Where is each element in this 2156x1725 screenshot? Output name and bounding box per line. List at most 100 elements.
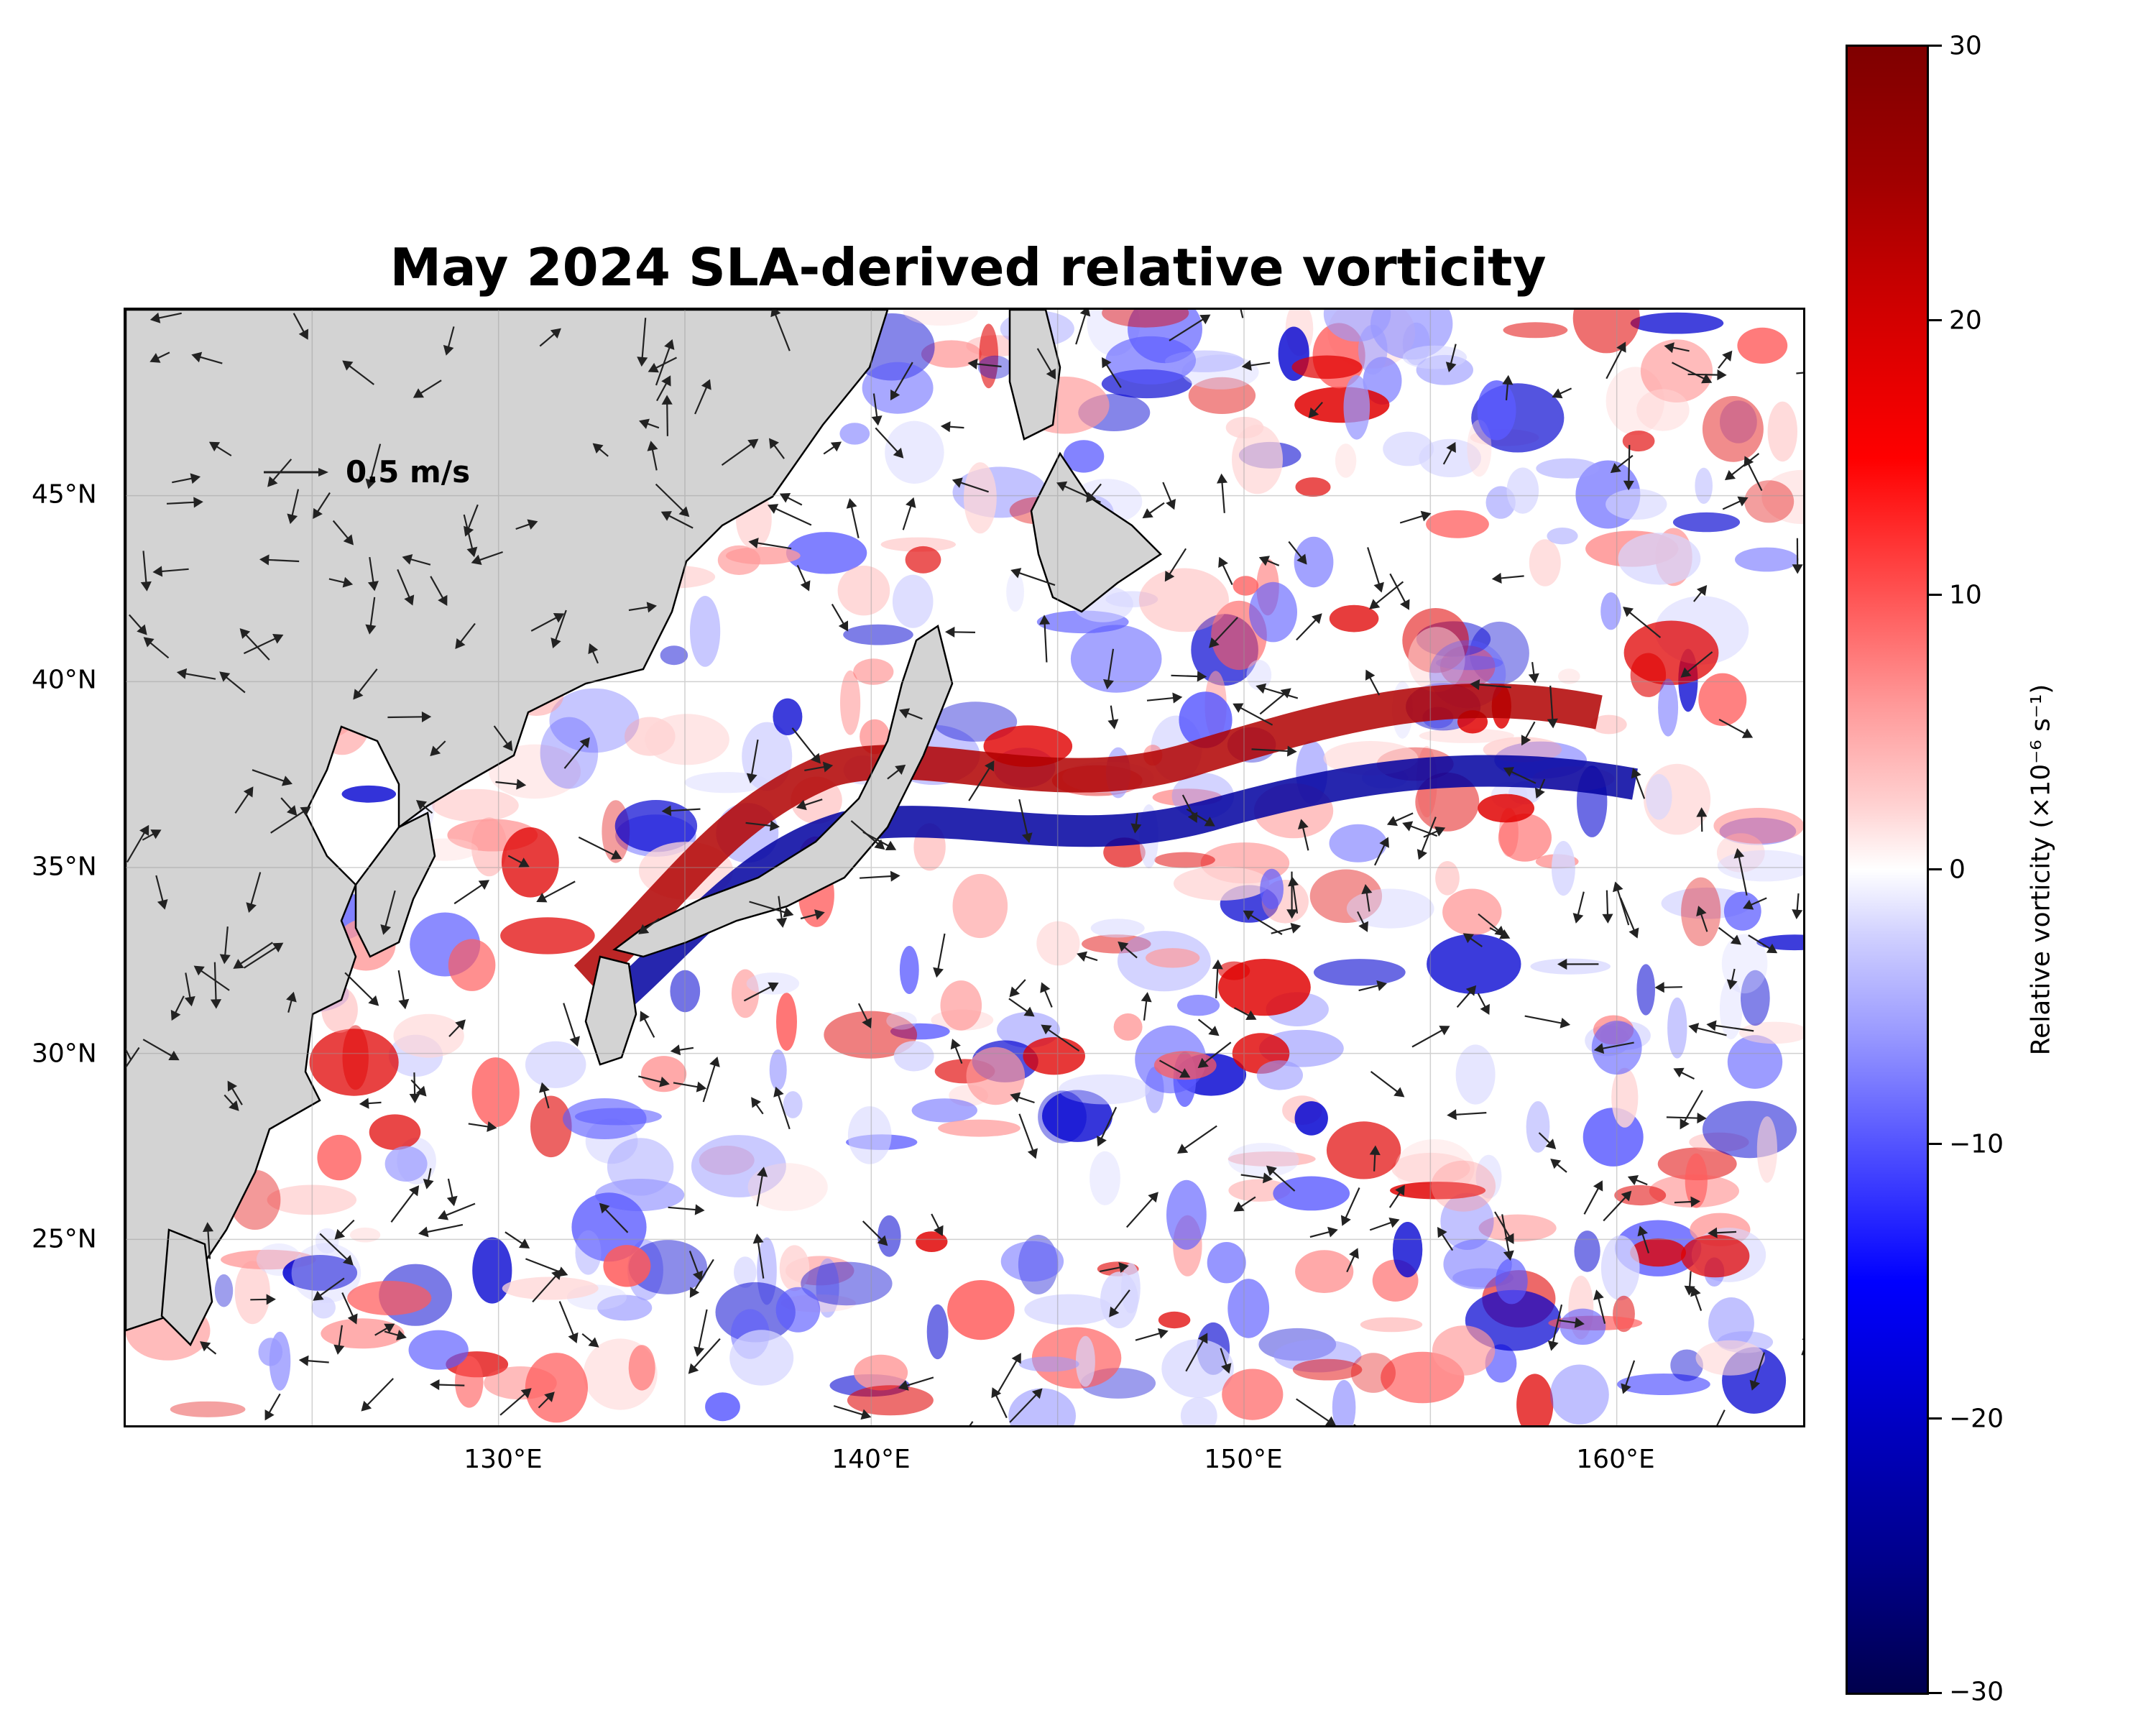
vorticity-blob bbox=[502, 1276, 599, 1300]
velocity-arrow bbox=[1018, 1113, 1038, 1159]
velocity-arrow bbox=[931, 1213, 944, 1236]
velocity-arrow bbox=[328, 576, 354, 588]
velocity-arrow bbox=[1218, 556, 1233, 585]
velocity-arrow bbox=[823, 441, 842, 455]
velocity-arrow bbox=[1186, 808, 1215, 827]
velocity-arrow bbox=[745, 820, 780, 832]
vorticity-blob bbox=[563, 1098, 647, 1139]
vorticity-blob bbox=[839, 423, 870, 445]
vorticity-blob bbox=[854, 1354, 908, 1391]
vorticity-blob bbox=[214, 1274, 234, 1307]
colorbar-tick bbox=[1929, 1417, 1942, 1420]
vorticity-blob bbox=[786, 532, 867, 574]
velocity-arrow bbox=[1369, 1217, 1400, 1231]
velocity-arrow bbox=[224, 1094, 239, 1111]
velocity-arrow bbox=[1162, 482, 1176, 510]
velocity-arrow bbox=[1386, 812, 1414, 827]
velocity-arrow bbox=[1673, 1067, 1695, 1080]
velocity-arrow bbox=[1370, 1071, 1405, 1098]
vorticity-blob bbox=[1667, 997, 1687, 1059]
velocity-arrow bbox=[640, 1011, 655, 1038]
velocity-arrow bbox=[857, 1003, 872, 1029]
velocity-arrow bbox=[410, 1079, 427, 1097]
vorticity-blob bbox=[1294, 1101, 1328, 1136]
velocity-arrow bbox=[155, 875, 168, 910]
vorticity-blob bbox=[816, 1258, 839, 1318]
vorticity-blob bbox=[1138, 568, 1229, 632]
velocity-arrow bbox=[1722, 496, 1749, 510]
velocity-arrow bbox=[1100, 1262, 1129, 1273]
velocity-arrow bbox=[1233, 1196, 1256, 1212]
vorticity-blob bbox=[1536, 458, 1600, 479]
vorticity-blob bbox=[1574, 1230, 1600, 1272]
velocity-arrow bbox=[638, 918, 660, 934]
velocity-arrow bbox=[149, 312, 182, 323]
vorticity-blob bbox=[1222, 1368, 1284, 1420]
vorticity-blob bbox=[1426, 510, 1489, 538]
vorticity-blob bbox=[886, 1011, 917, 1030]
vorticity-blob bbox=[899, 946, 919, 994]
vorticity-blob bbox=[940, 980, 982, 1031]
velocity-arrow bbox=[1258, 556, 1280, 566]
velocity-arrow bbox=[438, 1202, 476, 1220]
colorbar-tick bbox=[1929, 594, 1942, 596]
velocity-arrow bbox=[1494, 1211, 1514, 1244]
velocity-arrow bbox=[1792, 893, 1803, 920]
vorticity-blob bbox=[269, 1331, 291, 1391]
velocity-arrow bbox=[443, 326, 455, 356]
velocity-arrow bbox=[507, 855, 530, 868]
velocity-arrow bbox=[578, 836, 622, 860]
vorticity-blob bbox=[1295, 477, 1331, 497]
velocity-arrow bbox=[1185, 1333, 1208, 1372]
colorbar-tick-label: 30 bbox=[1949, 31, 1982, 61]
x-tick-label: 130°E bbox=[464, 1445, 543, 1474]
map-gridlines bbox=[126, 310, 1803, 1425]
velocity-arrow bbox=[1358, 980, 1387, 992]
velocity-arrow bbox=[1708, 1227, 1737, 1238]
velocity-arrow bbox=[1796, 372, 1803, 374]
velocity-arrow bbox=[471, 551, 503, 566]
vorticity-blob bbox=[1530, 958, 1611, 975]
velocity-arrow bbox=[387, 711, 432, 723]
vorticity-blob bbox=[847, 1106, 892, 1164]
velocity-arrow bbox=[250, 1294, 276, 1305]
vorticity-blob bbox=[775, 1287, 821, 1333]
velocity-arrow bbox=[126, 824, 149, 863]
vorticity-blob bbox=[525, 1353, 589, 1423]
velocity-arrow bbox=[1296, 1398, 1336, 1425]
velocity-arrow bbox=[773, 1086, 791, 1130]
velocity-arrow bbox=[668, 1204, 705, 1215]
vorticity-blob bbox=[1329, 604, 1379, 632]
colorbar-tick bbox=[1929, 319, 1942, 321]
velocity-arrow bbox=[1688, 1023, 1727, 1036]
velocity-arrow bbox=[899, 708, 923, 720]
velocity-arrow bbox=[1009, 1388, 1043, 1423]
vorticity-blob bbox=[1161, 1339, 1234, 1398]
velocity-arrow bbox=[286, 991, 297, 1013]
x-tick-label: 150°E bbox=[1204, 1445, 1283, 1474]
land-mask bbox=[126, 310, 1162, 1347]
vorticity-blob bbox=[549, 688, 640, 753]
velocity-arrow bbox=[1256, 683, 1299, 699]
vorticity-blob bbox=[500, 917, 595, 954]
velocity-arrow bbox=[1041, 1024, 1080, 1052]
y-tick-label: 45°N bbox=[32, 479, 97, 510]
velocity-arrow bbox=[126, 1047, 132, 1060]
vorticity-blob bbox=[1465, 1289, 1562, 1351]
velocity-arrow bbox=[463, 514, 478, 558]
vorticity-blob bbox=[1646, 773, 1672, 820]
vorticity-blob bbox=[1323, 310, 1391, 342]
vorticity-blob bbox=[317, 1134, 361, 1181]
velocity-arrow bbox=[1706, 1020, 1754, 1032]
velocity-arrow bbox=[170, 995, 185, 1021]
vorticity-blob bbox=[1207, 1242, 1246, 1284]
vorticity-blob bbox=[892, 574, 934, 628]
vorticity-blob bbox=[1617, 1374, 1710, 1395]
velocity-arrow bbox=[1743, 456, 1763, 492]
velocity-arrow bbox=[1056, 481, 1101, 503]
velocity-arrow bbox=[402, 553, 431, 566]
vorticity-blob bbox=[1756, 934, 1803, 951]
velocity-arrow bbox=[1107, 705, 1119, 730]
vorticity-blob bbox=[571, 1192, 647, 1262]
quiver-key-label: 0.5 m/s bbox=[346, 454, 471, 489]
